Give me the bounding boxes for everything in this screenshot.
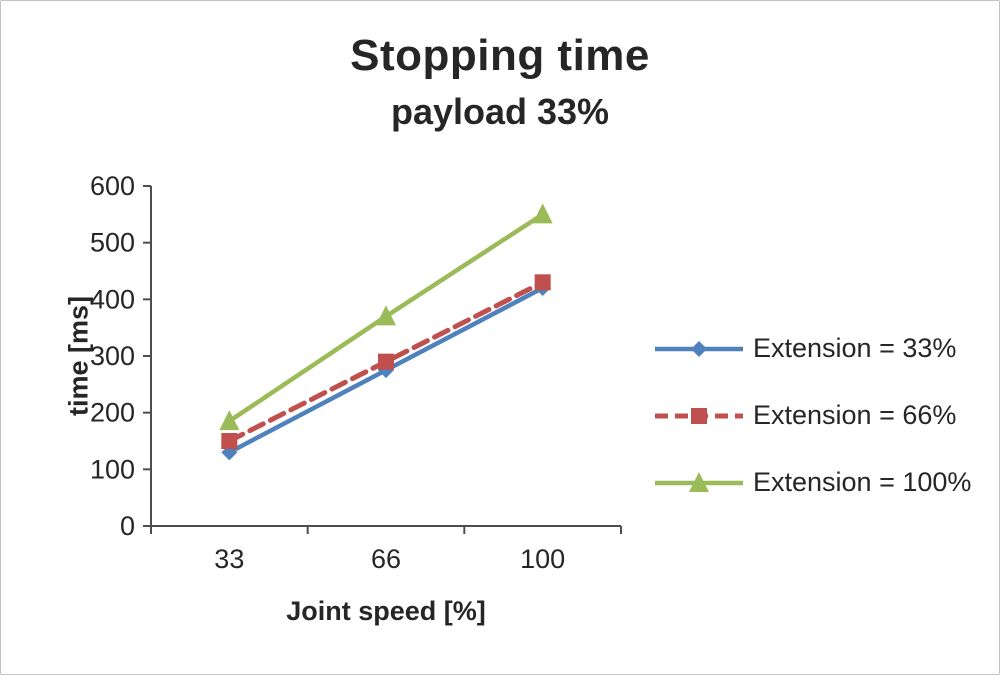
- square-marker-icon: [534, 274, 551, 291]
- triangle-marker-icon: [376, 305, 396, 326]
- chart-title: Stopping time: [350, 31, 650, 80]
- legend-item: Extension = 33%: [653, 333, 971, 364]
- triangle-marker-icon: [532, 203, 553, 224]
- y-tick-label: 400: [90, 284, 135, 314]
- legend: Extension = 33% Extension = 66% Extensio…: [653, 333, 971, 498]
- chart-subtitle: payload 33%: [390, 91, 610, 132]
- square-marker-icon: [691, 407, 707, 424]
- y-tick-label: 300: [90, 341, 135, 371]
- legend-label: Extension = 66%: [753, 400, 957, 430]
- legend-item: Extension = 100%: [653, 467, 971, 498]
- y-axis-title: time [ms]: [63, 295, 94, 417]
- legend-label: Extension = 100%: [753, 467, 972, 497]
- legend-item: Extension = 66%: [653, 400, 971, 431]
- square-marker-icon: [221, 433, 238, 449]
- triangle-marker-icon: [219, 410, 240, 431]
- y-tick-label: 200: [90, 398, 135, 428]
- y-tick-label: 600: [90, 171, 135, 201]
- x-tick-label: 66: [371, 544, 401, 574]
- legend-sample-series-2: [655, 471, 743, 492]
- x-axis-title: Joint speed [%]: [286, 596, 486, 626]
- square-marker-icon: [378, 353, 394, 370]
- y-tick-label: 0: [120, 511, 135, 541]
- legend-label: Extension = 33%: [753, 333, 957, 363]
- x-tick-label: 33: [214, 544, 244, 574]
- x-tick-label: 100: [520, 544, 565, 574]
- triangle-marker-icon: [689, 471, 709, 492]
- y-tick-label: 100: [90, 454, 135, 484]
- y-tick-label: 500: [90, 228, 135, 258]
- legend-sample-series-1: [655, 407, 743, 424]
- diamond-marker-icon: [691, 340, 707, 357]
- legend-sample-series-0: [655, 340, 743, 357]
